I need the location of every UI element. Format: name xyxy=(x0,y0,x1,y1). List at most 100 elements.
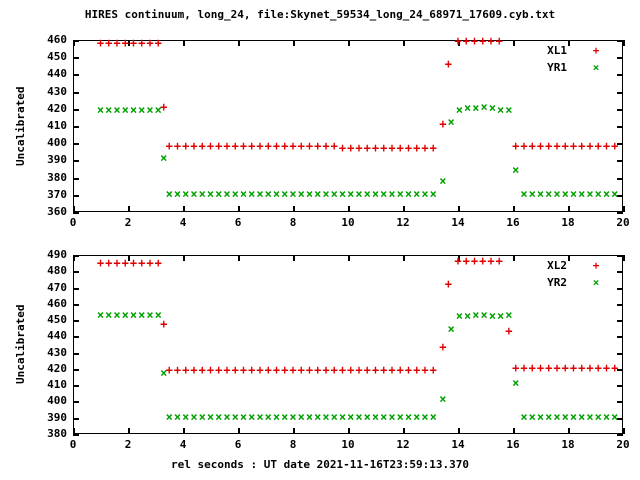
x-tick xyxy=(348,428,350,434)
y-tick xyxy=(73,320,79,322)
y-tick-label: 410 xyxy=(47,119,67,132)
data-point-xl1: + xyxy=(462,34,470,49)
x-tick xyxy=(513,255,515,261)
legend-label: XL2 xyxy=(547,259,567,272)
data-point-yr1: × xyxy=(429,187,437,202)
y-tick-label: 430 xyxy=(47,85,67,98)
y-tick-label: 420 xyxy=(47,102,67,115)
data-point-yr1: × xyxy=(338,187,347,202)
data-point-xl1: + xyxy=(305,139,314,154)
data-point-xl1: + xyxy=(206,139,215,154)
x-tick xyxy=(403,40,405,46)
data-point-yr1: × xyxy=(105,103,113,118)
data-point-yr1: × xyxy=(380,187,388,202)
data-point-xl1: + xyxy=(569,139,578,154)
x-tick xyxy=(293,40,295,46)
data-point-yr2: × xyxy=(121,307,129,322)
data-point-yr1: × xyxy=(528,187,536,202)
data-point-xl2: + xyxy=(421,363,429,378)
data-point-yr2: × xyxy=(297,410,305,425)
data-point-xl2: + xyxy=(154,255,162,270)
data-point-xl1: + xyxy=(297,139,305,154)
data-point-yr1: × xyxy=(396,187,404,202)
legend-symbol: + xyxy=(592,44,600,57)
legend-bottom: XL2 + YR2 × xyxy=(493,259,613,293)
y-tick xyxy=(617,418,623,420)
data-point-yr2: × xyxy=(338,410,347,425)
x-tick xyxy=(128,206,130,212)
data-point-xl1: + xyxy=(520,139,528,154)
y-tick-label: 460 xyxy=(47,297,67,310)
data-point-xl2: + xyxy=(363,363,371,378)
data-point-xl1: + xyxy=(421,140,429,155)
data-point-yr2: × xyxy=(160,366,168,381)
data-point-xl2: + xyxy=(413,363,421,378)
y-tick xyxy=(617,178,623,180)
data-point-yr2: × xyxy=(239,410,248,425)
data-point-yr1: × xyxy=(146,103,154,118)
data-point-yr1: × xyxy=(182,187,190,202)
data-point-yr2: × xyxy=(421,410,429,425)
x-tick-label: 4 xyxy=(179,438,187,451)
data-point-xl1: + xyxy=(105,35,113,50)
data-point-yr2: × xyxy=(488,309,496,324)
data-point-yr2: × xyxy=(231,410,239,425)
data-point-yr1: × xyxy=(330,187,338,202)
y-tick xyxy=(73,92,79,94)
data-point-xl2: + xyxy=(536,361,545,376)
x-tick xyxy=(128,40,130,46)
data-point-yr1: × xyxy=(190,187,198,202)
data-point-xl1: + xyxy=(487,34,495,49)
data-point-xl1: + xyxy=(96,35,105,50)
data-point-yr2: × xyxy=(480,307,488,322)
data-point-yr1: × xyxy=(256,187,264,202)
data-point-yr1: × xyxy=(520,187,528,202)
data-point-xl2: + xyxy=(215,363,223,378)
y-tick xyxy=(73,288,79,290)
y-tick xyxy=(73,255,79,257)
data-point-xl2: + xyxy=(569,361,578,376)
data-point-yr1: × xyxy=(413,187,421,202)
data-point-yr2: × xyxy=(206,410,215,425)
data-point-yr1: × xyxy=(594,187,602,202)
data-point-yr2: × xyxy=(447,322,455,337)
x-tick xyxy=(73,428,75,434)
data-point-yr1: × xyxy=(497,103,505,118)
x-tick xyxy=(568,40,570,46)
data-point-yr1: × xyxy=(165,187,173,202)
data-point-xl1: + xyxy=(355,140,363,155)
y-tick-label: 430 xyxy=(47,346,67,359)
data-point-yr2: × xyxy=(330,410,338,425)
x-tick-label: 10 xyxy=(341,438,355,451)
data-point-xl1: + xyxy=(281,139,289,154)
data-point-yr1: × xyxy=(371,187,380,202)
data-point-xl2: + xyxy=(198,363,206,378)
data-point-xl1: + xyxy=(231,139,239,154)
data-point-yr2: × xyxy=(173,410,182,425)
data-point-yr2: × xyxy=(578,410,586,425)
data-point-yr1: × xyxy=(480,99,488,114)
y-tick xyxy=(617,74,623,76)
data-point-yr2: × xyxy=(536,410,545,425)
data-point-xl2: + xyxy=(505,323,513,338)
data-point-xl1: + xyxy=(138,35,146,50)
data-point-xl2: + xyxy=(479,254,487,268)
data-point-yr2: × xyxy=(154,307,162,322)
y-tick xyxy=(617,160,623,162)
data-point-yr2: × xyxy=(380,410,388,425)
y-tick xyxy=(617,57,623,59)
data-point-yr2: × xyxy=(497,309,505,324)
y-tick xyxy=(617,434,623,436)
data-point-xl2: + xyxy=(289,363,297,378)
data-point-xl2: + xyxy=(138,255,146,270)
y-tick xyxy=(73,74,79,76)
data-point-xl2: + xyxy=(355,363,363,378)
data-point-xl1: + xyxy=(611,139,619,154)
x-tick xyxy=(238,206,240,212)
data-point-yr1: × xyxy=(553,187,561,202)
y-tick xyxy=(73,418,79,420)
page-title: HIRES continuum, long_24, file:Skynet_59… xyxy=(84,8,556,21)
data-point-xl2: + xyxy=(264,363,272,378)
y-tick xyxy=(617,212,623,214)
x-tick xyxy=(403,206,405,212)
